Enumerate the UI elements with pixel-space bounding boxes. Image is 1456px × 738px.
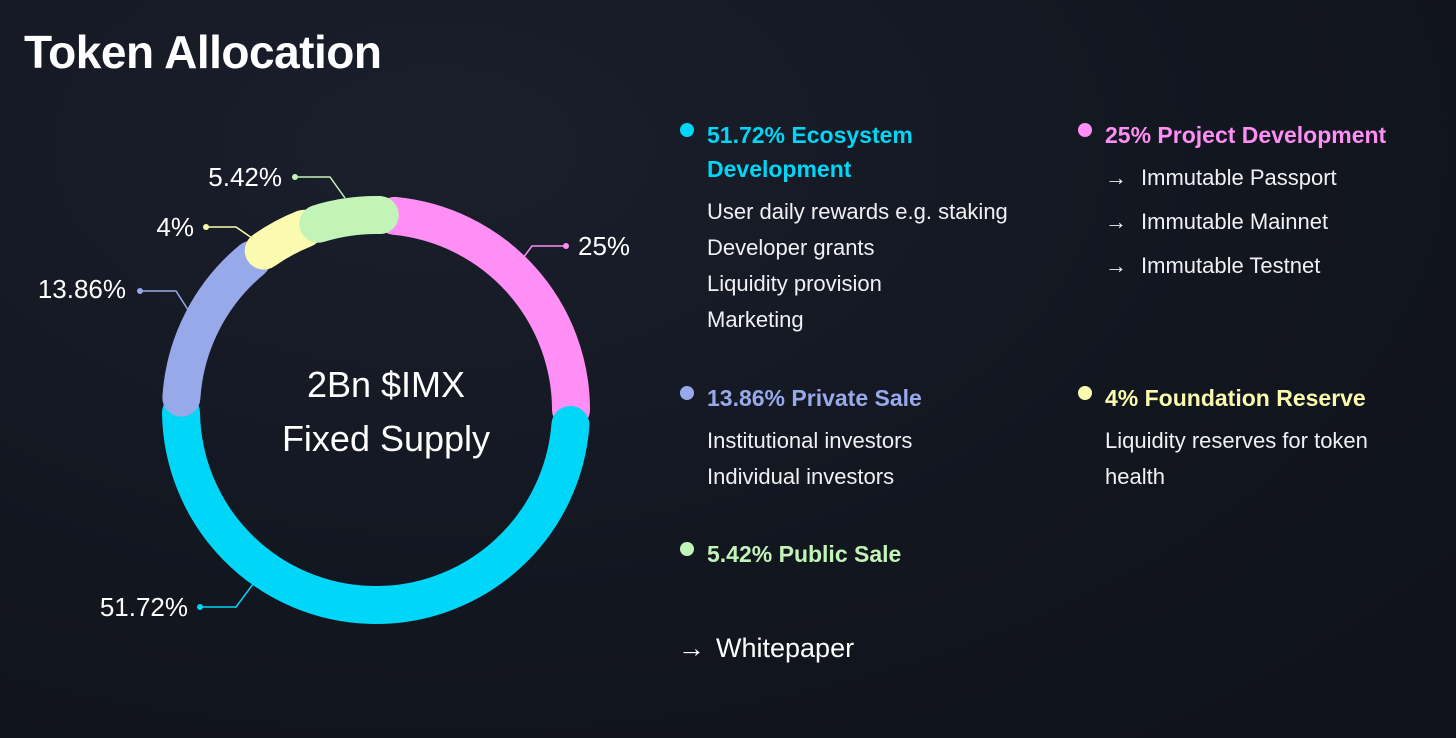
slice-value-label: 25% [578, 231, 630, 261]
slice-value-label: 51.72% [100, 592, 188, 622]
donut-slice-foundation-reserve [244, 209, 324, 270]
legend-dot-foundation [1078, 386, 1092, 400]
donut-slice-ecosystem-development [162, 393, 590, 624]
legend-line: Individual investors [707, 464, 895, 489]
legend-title-public: 5.42% Public Sale [707, 541, 902, 567]
legend-line: Liquidity reserves for token [1105, 428, 1368, 453]
project-item-passport: → Immutable Passport [1105, 156, 1386, 200]
callout-line [295, 176, 346, 199]
callout-dot [203, 224, 209, 230]
callout-line [206, 226, 253, 239]
legend-line: Marketing [707, 307, 804, 332]
callout-dot [137, 288, 143, 294]
callout-line [519, 245, 566, 263]
legend-public-sale: 5.42% Public Sale [680, 537, 901, 571]
legend-title-private: 13.86% Private Sale [707, 385, 922, 411]
project-item-testnet: → Immutable Testnet [1105, 244, 1386, 288]
donut-slice-private-sale [162, 240, 271, 417]
callout-line [140, 290, 193, 317]
legend-title-foundation: 4% Foundation Reserve [1105, 385, 1366, 411]
legend-ecosystem-development: 51.72% Ecosystem Development User daily … [680, 118, 1008, 338]
legend-line: Developer grants [707, 235, 875, 260]
legend-line: health [1105, 464, 1165, 489]
donut-slice-project-development [375, 196, 590, 429]
legend-line: User daily rewards e.g. staking [707, 199, 1008, 224]
legend-private-sale: 13.86% Private Sale Institutional invest… [680, 381, 922, 495]
page-title: Token Allocation [24, 26, 382, 78]
whitepaper-label: Whitepaper [716, 633, 855, 663]
legend-dot-public [680, 542, 694, 556]
center-label-line-1: 2Bn $IMX [306, 364, 466, 405]
project-item-mainnet: → Immutable Mainnet [1105, 200, 1386, 244]
callout-dot [292, 174, 298, 180]
legend-dot-private [680, 386, 694, 400]
callout-dot [563, 243, 569, 249]
legend-dot-ecosystem [680, 123, 694, 137]
chart-center-label: 2Bn $IMX Fixed Supply [236, 358, 536, 466]
arrow-right-icon: → [1105, 209, 1127, 234]
arrow-right-icon: → [1105, 165, 1127, 190]
legend-title-project: 25% Project Development [1105, 122, 1387, 148]
legend-project-development: 25% Project Development → Immutable Pass… [1078, 118, 1386, 288]
arrow-right-icon: → [1105, 253, 1127, 278]
legend-line: Institutional investors [707, 428, 913, 453]
callout-line [200, 571, 263, 608]
legend-title-ecosystem: 51.72% Ecosystem Development [707, 122, 913, 182]
center-label-line-2: Fixed Supply [281, 418, 491, 459]
donut-slice-public-sale [299, 196, 399, 243]
callout-dot [197, 604, 203, 610]
slice-value-label: 13.86% [38, 274, 126, 304]
whitepaper-link[interactable]: → Whitepaper [678, 626, 854, 670]
legend-foundation-reserve: 4% Foundation Reserve Liquidity reserves… [1078, 381, 1368, 495]
slice-value-label: 5.42% [208, 162, 282, 192]
arrow-right-icon: → [678, 633, 705, 663]
legend-line: Liquidity provision [707, 271, 882, 296]
legend-dot-project [1078, 123, 1092, 137]
slice-value-label: 4% [156, 212, 194, 242]
